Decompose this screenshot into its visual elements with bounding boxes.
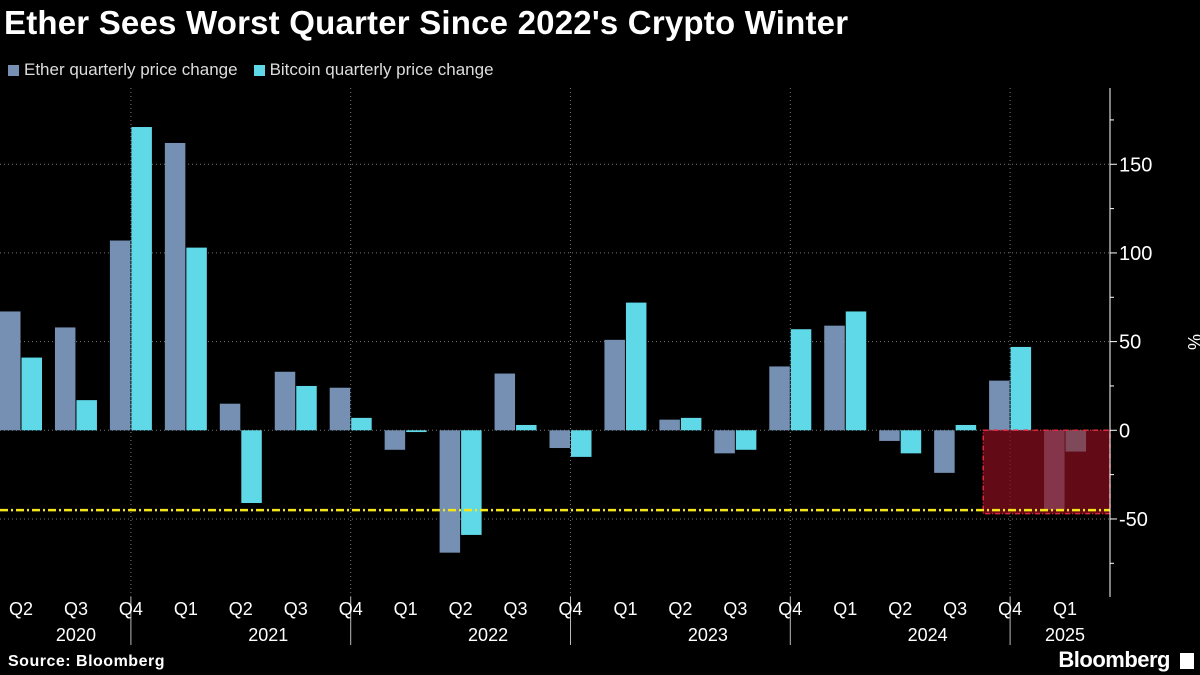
year-label: 2021 xyxy=(248,625,288,645)
x-tick-label: Q2 xyxy=(229,599,253,619)
legend: Ether quarterly price change Bitcoin qua… xyxy=(8,60,494,80)
bar-ether xyxy=(54,327,76,431)
chart-title: Ether Sees Worst Quarter Since 2022's Cr… xyxy=(4,4,849,41)
bar-bitcoin xyxy=(21,357,42,431)
bar-bitcoin xyxy=(516,424,537,431)
x-tick-label: Q3 xyxy=(284,599,308,619)
x-tick-label: Q4 xyxy=(119,599,143,619)
bar-bitcoin xyxy=(186,247,207,431)
x-tick-label: Q3 xyxy=(504,599,528,619)
x-tick-label: Q1 xyxy=(833,599,857,619)
bar-bitcoin xyxy=(571,430,592,457)
x-tick-label: Q4 xyxy=(558,599,582,619)
y-tick-label: -50 xyxy=(1119,509,1148,531)
bar-ether xyxy=(494,373,516,431)
year-label: 2023 xyxy=(688,625,728,645)
bar-ether xyxy=(604,339,625,431)
year-label: 2022 xyxy=(468,625,508,645)
bar-bitcoin xyxy=(955,424,977,431)
x-tick-label: Q3 xyxy=(723,599,747,619)
bloomberg-logo-icon xyxy=(1180,653,1194,669)
x-tick-label: Q4 xyxy=(998,599,1022,619)
x-tick-label: Q2 xyxy=(668,599,692,619)
bar-ether xyxy=(989,380,1010,431)
legend-swatch-bitcoin xyxy=(253,64,265,76)
x-tick-label: Q1 xyxy=(174,599,198,619)
legend-swatch-ether xyxy=(8,64,19,76)
highlight-box xyxy=(982,429,1111,515)
y-tick-label: 50 xyxy=(1119,332,1141,354)
bar-ether xyxy=(384,430,406,450)
bar-ether xyxy=(824,325,845,431)
bar-bitcoin xyxy=(680,417,702,431)
bar-ether xyxy=(659,419,680,431)
bar-ether xyxy=(549,430,570,449)
bar-ether xyxy=(714,430,735,454)
bar-ether xyxy=(769,366,790,431)
bar-ether xyxy=(109,240,131,431)
bar-bitcoin xyxy=(131,127,152,431)
bar-bitcoin xyxy=(76,400,97,431)
bar-bitcoin xyxy=(845,311,867,431)
legend-label-bitcoin: Bitcoin quarterly price change xyxy=(269,60,494,79)
x-tick-label: Q2 xyxy=(449,599,473,619)
bar-ether xyxy=(879,430,900,441)
legend-label-ether: Ether quarterly price change xyxy=(24,60,238,79)
bar-ether xyxy=(219,403,241,431)
x-tick-label: Q2 xyxy=(9,599,33,619)
legend-item-bitcoin: Bitcoin quarterly price change xyxy=(253,60,494,80)
year-label: 2020 xyxy=(56,625,96,645)
bar-bitcoin xyxy=(1010,346,1032,431)
bar-bitcoin xyxy=(625,302,647,431)
bar-ether xyxy=(329,387,351,431)
year-label: 2025 xyxy=(1045,625,1085,645)
bar-bitcoin xyxy=(296,385,317,431)
bar-bitcoin xyxy=(241,430,262,504)
x-tick-label: Q3 xyxy=(943,599,967,619)
bar-bitcoin xyxy=(735,430,757,450)
x-tick-label: Q2 xyxy=(888,599,912,619)
bar-bitcoin xyxy=(406,430,427,433)
legend-item-ether: Ether quarterly price change xyxy=(8,60,238,80)
source-note: Source: Bloomberg xyxy=(8,653,165,670)
bar-bitcoin xyxy=(461,430,482,535)
x-tick-label: Q1 xyxy=(394,599,418,619)
bar-ether xyxy=(439,430,461,553)
x-tick-label: Q1 xyxy=(613,599,637,619)
x-tick-label: Q1 xyxy=(1053,599,1077,619)
bloomberg-logo: Bloomberg xyxy=(1058,647,1170,672)
bar-ether xyxy=(274,371,296,431)
y-tick-label: 100 xyxy=(1119,243,1152,265)
year-label: 2024 xyxy=(908,625,948,645)
bar-bitcoin xyxy=(790,329,812,431)
bar-bitcoin xyxy=(351,417,372,431)
bar-ether xyxy=(934,430,955,473)
x-tick-label: Q4 xyxy=(339,599,363,619)
bar-ether xyxy=(164,142,186,431)
bar-ether xyxy=(0,311,21,431)
bar-bitcoin xyxy=(900,430,922,454)
y-tick-label: 0 xyxy=(1119,420,1130,442)
y-axis-label: % xyxy=(1184,334,1200,350)
y-tick-label: 150 xyxy=(1119,154,1152,176)
x-tick-label: Q3 xyxy=(64,599,88,619)
x-tick-label: Q4 xyxy=(778,599,802,619)
